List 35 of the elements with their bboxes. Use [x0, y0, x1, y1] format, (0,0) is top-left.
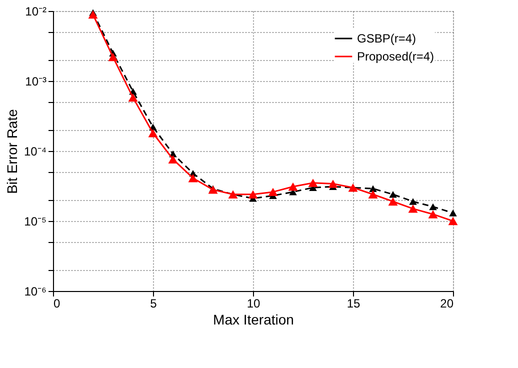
point	[88, 10, 98, 19]
point	[408, 204, 418, 213]
point	[369, 185, 377, 192]
point	[368, 190, 378, 198]
point	[268, 188, 278, 196]
legend-label: GSBP(r=4)	[357, 32, 416, 46]
point	[168, 155, 178, 164]
x-axis-title: Max Iteration	[213, 312, 294, 328]
y-tick-label: 10⁻⁴	[24, 144, 46, 158]
point	[288, 182, 298, 191]
x-tick-label: 10	[246, 296, 260, 310]
y-tick-label: 10⁻⁵	[24, 214, 47, 228]
y-tick-label: 10⁻⁶	[24, 284, 47, 298]
point	[328, 180, 338, 188]
point	[248, 190, 258, 198]
point	[188, 174, 198, 182]
x-tick-label: 5	[150, 296, 158, 310]
point	[108, 52, 118, 62]
point	[389, 191, 397, 198]
point	[409, 198, 417, 205]
point	[128, 93, 138, 102]
y-tick-label: 10⁻³	[25, 74, 47, 88]
point	[429, 203, 437, 210]
x-tick-label: 15	[346, 296, 360, 310]
legend-label: Proposed(r=4)	[357, 50, 434, 64]
y-tick-label: 10⁻²	[25, 4, 47, 18]
y-axis-title: Bit Error Rate	[4, 108, 20, 194]
point	[428, 210, 438, 218]
point	[308, 178, 318, 188]
point	[148, 129, 158, 138]
x-tick-label: 0	[54, 296, 60, 310]
point	[388, 197, 398, 206]
point	[448, 216, 458, 226]
point	[449, 210, 457, 216]
x-tick-label: 20	[440, 296, 454, 310]
